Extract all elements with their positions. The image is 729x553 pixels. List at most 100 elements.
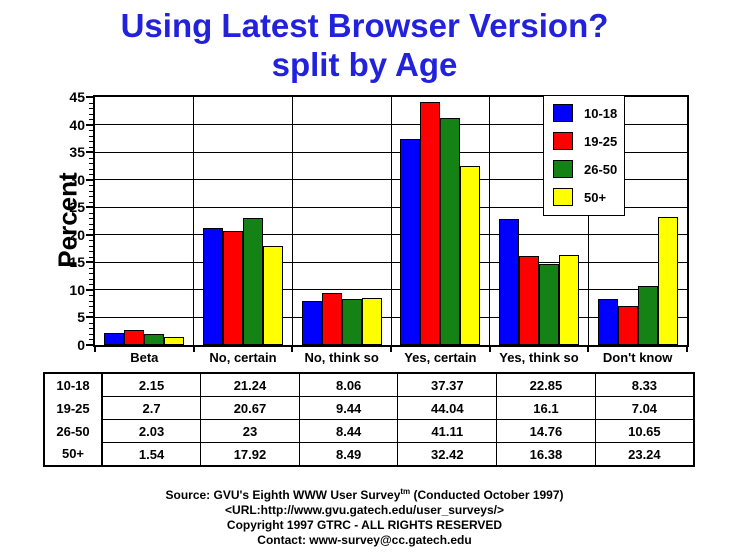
- table-cell: 17.92: [200, 442, 300, 467]
- y-tick-mark: [86, 233, 94, 236]
- y-tick-label: 5: [77, 309, 85, 326]
- footer-contact-line: Contact: www-survey@cc.gatech.edu: [257, 533, 472, 547]
- table-row-label: 50+: [44, 442, 103, 466]
- table-row: 19-25 2.7 20.67 9.44 44.04 16.1 7.04: [44, 396, 695, 420]
- bar-19-25-1: [222, 231, 243, 345]
- x-tick-mark: [94, 347, 96, 352]
- x-tick-mark: [192, 347, 195, 352]
- category-separator: [587, 97, 589, 345]
- category-separator: [489, 97, 491, 345]
- y-minor-tick-mark: [89, 163, 94, 165]
- y-minor-tick-mark: [89, 185, 94, 187]
- y-minor-tick-mark: [89, 267, 94, 269]
- legend-item: 19-25: [544, 127, 624, 155]
- x-category-label: No, think so: [304, 350, 379, 365]
- bar-10-18-0: [104, 333, 125, 345]
- table-cell: 10.65: [594, 419, 695, 443]
- bar-10-18-2: [301, 300, 322, 345]
- y-tick-mark: [86, 344, 94, 346]
- y-minor-tick-mark: [89, 135, 94, 137]
- table-cell: 41.11: [397, 419, 498, 443]
- y-tick-label: 10: [69, 281, 85, 298]
- x-category-label: Don't know: [602, 350, 673, 365]
- y-tick-mark: [86, 178, 94, 181]
- bar-50+-3: [460, 166, 481, 345]
- table-row: 26-50 2.03 23 8.44 41.11 14.76 10.65: [44, 419, 695, 443]
- bar-26-50-4: [538, 263, 559, 345]
- x-tick-mark: [488, 347, 491, 352]
- table-cell: 14.76: [496, 419, 596, 443]
- table-row: 10-18 2.15 21.24 8.06 37.37 22.85 8.33: [44, 372, 695, 397]
- legend-item: 10-18: [544, 99, 624, 127]
- table-row: 50+ 1.54 17.92 8.49 32.42 16.38 23.24: [44, 442, 695, 467]
- x-tick-mark: [686, 347, 688, 352]
- bar-19-25-4: [518, 256, 539, 345]
- y-tick-mark: [86, 288, 94, 291]
- y-minor-tick-mark: [89, 218, 94, 220]
- footer-copyright-line: Copyright 1997 GTRC - ALL RIGHTS RESERVE…: [226, 518, 503, 532]
- table-cell: 1.54: [101, 442, 202, 467]
- table-cell: 23: [200, 419, 300, 443]
- y-tick-mark: [86, 261, 94, 264]
- category-separator: [291, 97, 293, 345]
- y-minor-tick-mark: [89, 212, 94, 214]
- y-minor-tick-mark: [89, 311, 94, 313]
- legend-item: 50+: [544, 183, 624, 211]
- table-cell: 44.04: [397, 396, 498, 420]
- y-tick-mark: [86, 151, 94, 154]
- bar-26-50-3: [440, 118, 461, 345]
- y-minor-tick-mark: [89, 300, 94, 302]
- table-cell: 8.49: [298, 442, 399, 467]
- y-minor-tick-mark: [89, 201, 94, 203]
- bar-19-25-2: [321, 292, 342, 345]
- y-minor-tick-mark: [89, 322, 94, 324]
- y-minor-tick-mark: [89, 328, 94, 330]
- y-minor-tick-mark: [89, 240, 94, 242]
- legend-label: 10-18: [584, 105, 618, 121]
- table-cell: 21.24: [200, 372, 300, 397]
- table-cell: 8.06: [298, 372, 399, 397]
- bar-10-18-3: [400, 139, 421, 345]
- x-tick-mark: [587, 347, 590, 352]
- y-minor-tick-mark: [89, 306, 94, 308]
- legend-swatch-icon: [553, 104, 573, 122]
- y-minor-tick-mark: [89, 278, 94, 280]
- legend-swatch-icon: [553, 132, 573, 150]
- y-tick-label: 25: [69, 199, 85, 216]
- table-cell: 20.67: [200, 396, 300, 420]
- y-minor-tick-mark: [89, 130, 94, 132]
- y-minor-tick-mark: [89, 141, 94, 143]
- footer-url-line: <URL:http://www.gvu.gatech.edu/user_surv…: [225, 503, 504, 517]
- table-cell: 9.44: [298, 396, 399, 420]
- x-category-label: Yes, think so: [499, 350, 579, 365]
- bar-50+-4: [558, 254, 579, 345]
- y-minor-tick-mark: [89, 108, 94, 110]
- footer-source-line: Source: GVU's Eighth WWW User Surveytm (…: [165, 487, 564, 502]
- y-minor-tick-mark: [89, 168, 94, 170]
- bar-19-25-0: [124, 330, 145, 345]
- y-tick-label: 15: [69, 254, 85, 271]
- bar-50+-0: [164, 336, 185, 345]
- legend-swatch-icon: [553, 160, 573, 178]
- bar-26-50-1: [242, 218, 263, 345]
- table-cell: 8.33: [594, 372, 695, 397]
- bar-26-50-5: [637, 286, 658, 345]
- y-minor-tick-mark: [89, 339, 94, 341]
- y-minor-tick-mark: [89, 229, 94, 231]
- table-cell: 2.7: [101, 396, 202, 420]
- bar-50+-1: [262, 246, 283, 345]
- y-minor-tick-mark: [89, 196, 94, 198]
- x-tick-mark: [291, 347, 294, 352]
- y-minor-tick-mark: [89, 245, 94, 247]
- data-table: 10-18 2.15 21.24 8.06 37.37 22.85 8.33 19-25 2.7…: [43, 372, 695, 467]
- table-cell: 32.42: [397, 442, 498, 467]
- legend-swatch-icon: [553, 188, 573, 206]
- x-tick-mark: [390, 347, 392, 352]
- y-minor-tick-mark: [89, 119, 94, 121]
- y-minor-tick-mark: [89, 146, 94, 148]
- y-tick-mark: [86, 316, 94, 319]
- y-tick-label: 20: [69, 226, 85, 243]
- bar-19-25-5: [617, 306, 638, 345]
- category-separator: [193, 97, 195, 345]
